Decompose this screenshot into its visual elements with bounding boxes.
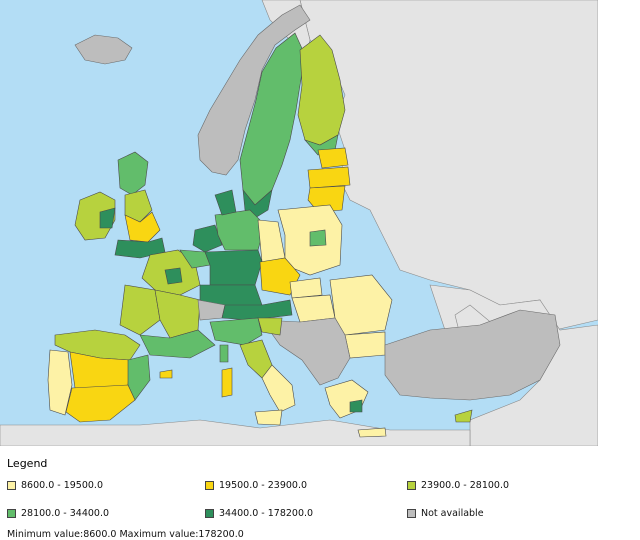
region-corsica[interactable]	[219, 344, 229, 363]
legend-swatch	[205, 481, 214, 490]
region-uk-mid[interactable]	[124, 211, 161, 243]
region-greece-athens[interactable]	[349, 399, 363, 413]
region-balearic[interactable]	[159, 369, 173, 379]
region-cyprus[interactable]	[454, 409, 473, 423]
legend-swatch	[7, 509, 16, 518]
region-hungary[interactable]	[291, 294, 336, 323]
legend-item-4: 28100.0 - 34400.0	[7, 508, 109, 519]
region-netherlands[interactable]	[192, 224, 223, 253]
region-ireland-east[interactable]	[99, 207, 116, 229]
region-portugal[interactable]	[47, 349, 73, 416]
region-slovenia-croatia[interactable]	[257, 317, 283, 336]
region-uk-south[interactable]	[114, 237, 166, 259]
region-italy-north[interactable]	[209, 317, 263, 346]
legend-panel: Legend 8600.0 - 19500.0 19500.0 - 23900.…	[0, 455, 640, 540]
region-austria[interactable]	[221, 299, 293, 321]
legend-item-6: Not available	[407, 508, 484, 519]
min-max-note: Minimum value:8600.0 Maximum value:17820…	[7, 529, 244, 540]
map-panel[interactable]	[0, 0, 598, 446]
region-bulgaria[interactable]	[344, 331, 386, 359]
legend-label: 8600.0 - 19500.0	[21, 480, 103, 491]
legend-item-3: 23900.0 - 28100.0	[407, 480, 509, 491]
region-slovakia[interactable]	[289, 277, 323, 299]
region-uk-scotland[interactable]	[117, 151, 149, 196]
legend-item-2: 19500.0 - 23900.0	[205, 480, 307, 491]
legend-label: 34400.0 - 178200.0	[219, 508, 314, 519]
region-crete[interactable]	[357, 427, 387, 438]
region-latvia[interactable]	[307, 166, 351, 189]
region-spain-south[interactable]	[65, 384, 136, 423]
region-uk-north[interactable]	[124, 189, 153, 223]
region-germany-center[interactable]	[204, 249, 263, 286]
legend-label: 23900.0 - 28100.0	[421, 480, 510, 491]
region-poland-warsaw[interactable]	[309, 229, 327, 247]
region-france-south[interactable]	[139, 329, 216, 359]
legend-title: Legend	[7, 457, 48, 470]
legend-label: 19500.0 - 23900.0	[219, 480, 308, 491]
region-balkans[interactable]	[261, 317, 351, 386]
legend-swatch	[407, 509, 416, 518]
legend-swatch	[205, 509, 214, 518]
legend-item-5: 34400.0 - 178200.0	[205, 508, 313, 519]
region-iceland[interactable]	[74, 34, 133, 65]
legend-swatch	[7, 481, 16, 490]
region-france-paris[interactable]	[164, 267, 183, 285]
region-norway[interactable]	[197, 4, 311, 176]
legend-swatch	[407, 481, 416, 490]
region-denmark[interactable]	[214, 189, 237, 216]
region-estonia[interactable]	[317, 147, 349, 169]
region-sardinia[interactable]	[221, 367, 233, 398]
legend-label: Not available	[421, 508, 484, 519]
europe-choropleth-map[interactable]	[0, 0, 598, 446]
legend-item-1: 8600.0 - 19500.0	[7, 480, 103, 491]
region-italy-south[interactable]	[261, 364, 296, 413]
region-france-west[interactable]	[119, 284, 161, 336]
region-turkey[interactable]	[384, 309, 561, 401]
region-spain-east[interactable]	[127, 354, 151, 401]
region-sicily[interactable]	[254, 409, 283, 426]
legend-label: 28100.0 - 34400.0	[21, 508, 110, 519]
